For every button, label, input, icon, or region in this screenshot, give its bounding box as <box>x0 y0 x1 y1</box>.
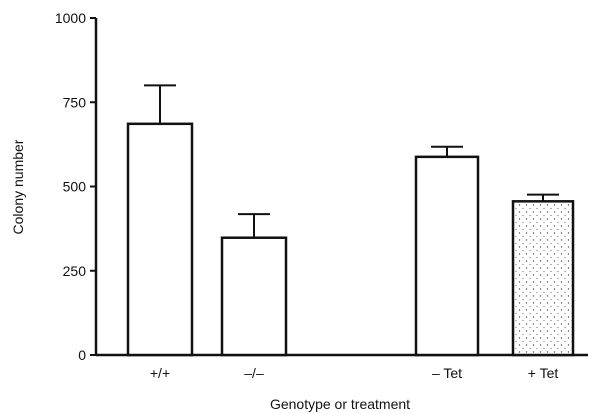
bar-2 <box>416 157 478 355</box>
y-tick-label: 0 <box>78 347 86 363</box>
x-tick-label: + Tet <box>528 365 559 381</box>
bar-1 <box>222 238 286 355</box>
bar-0 <box>128 124 192 355</box>
y-tick-label: 750 <box>63 94 87 110</box>
y-tick-label: 1000 <box>55 10 86 26</box>
x-axis-title: Genotype or treatment <box>270 396 410 412</box>
bars <box>128 85 573 355</box>
x-tick-label: +/+ <box>150 365 170 381</box>
x-tick-label: –/– <box>244 365 264 381</box>
y-axis-title: Colony number <box>10 139 26 234</box>
y-tick-label: 250 <box>63 263 87 279</box>
y-tick-label: 500 <box>63 179 87 195</box>
x-tick-label: – Tet <box>432 365 462 381</box>
bar-3 <box>513 201 573 355</box>
